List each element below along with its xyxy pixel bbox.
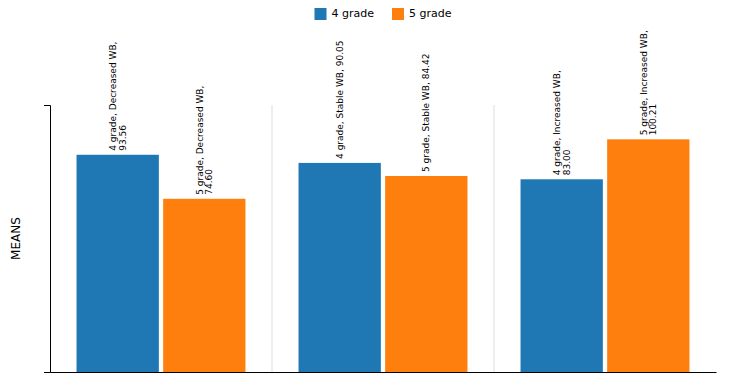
chart-container: MEANS4 grade, Decreased WB,93.564 grade,… (0, 0, 732, 388)
y-axis (44, 106, 51, 373)
bar (607, 139, 689, 372)
x-axis-line (51, 372, 717, 373)
data-label: 5 grade, Decreased WB,74.60 (195, 86, 215, 195)
data-label: 4 grade, Decreased WB,93.56 (108, 42, 128, 151)
legend-label: 5 grade (409, 7, 452, 20)
data-label: 5 grade, Stable WB, 84.42 (421, 54, 431, 172)
legend-swatch (392, 8, 404, 20)
legend: 4 grade 5 grade (315, 7, 452, 20)
legend-item: 5 grade (392, 7, 452, 20)
bar (385, 176, 467, 372)
dividers (272, 105, 494, 372)
bar (521, 179, 603, 372)
chart: MEANS4 grade, Decreased WB,93.564 grade,… (0, 0, 732, 388)
data-labels: 4 grade, Decreased WB,93.56 4 grade, Stab… (108, 30, 659, 195)
bars (77, 139, 690, 372)
x-axis (51, 372, 717, 373)
data-label: 4 grade, Increased WB,83.00 (552, 70, 572, 175)
data-label: 5 grade, Increased WB,100.21 (639, 30, 659, 135)
bar (77, 155, 159, 372)
divider (272, 105, 273, 372)
legend-item: 4 grade (315, 7, 375, 20)
bar (163, 199, 245, 372)
legend-label: 4 grade (332, 7, 375, 20)
legend-swatch (315, 8, 327, 20)
data-label: 4 grade, Stable WB, 90.05 (335, 41, 345, 159)
bar (299, 163, 381, 372)
divider (494, 105, 495, 372)
y-axis-title: MEANS (9, 217, 23, 260)
y-axis-line (44, 106, 51, 373)
